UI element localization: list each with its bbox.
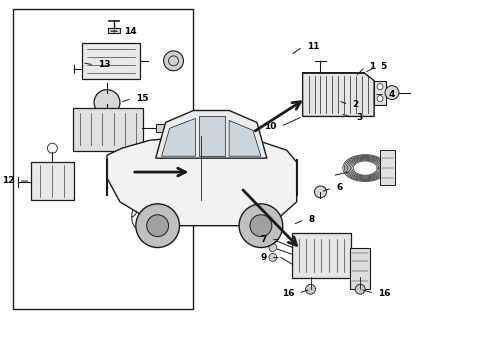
Circle shape <box>355 284 365 294</box>
Circle shape <box>385 86 399 100</box>
Circle shape <box>269 253 277 261</box>
Polygon shape <box>229 120 261 156</box>
Text: 10: 10 <box>265 122 277 131</box>
Polygon shape <box>199 116 225 156</box>
FancyBboxPatch shape <box>292 233 351 278</box>
Polygon shape <box>30 162 74 200</box>
Polygon shape <box>162 118 196 156</box>
Polygon shape <box>156 111 267 158</box>
Text: 2: 2 <box>352 100 359 109</box>
Polygon shape <box>380 150 395 185</box>
Text: 7: 7 <box>261 235 267 244</box>
Polygon shape <box>156 125 164 132</box>
FancyBboxPatch shape <box>73 108 143 151</box>
Circle shape <box>136 204 179 248</box>
Circle shape <box>377 84 383 90</box>
Text: 8: 8 <box>309 215 315 224</box>
Polygon shape <box>374 81 386 104</box>
Text: 12: 12 <box>2 176 15 185</box>
FancyBboxPatch shape <box>13 9 194 309</box>
Circle shape <box>250 215 272 237</box>
Text: 15: 15 <box>136 94 148 103</box>
Text: 9: 9 <box>261 253 267 262</box>
Circle shape <box>94 90 120 116</box>
Circle shape <box>147 215 169 237</box>
Text: 5: 5 <box>380 62 386 71</box>
Circle shape <box>239 204 283 248</box>
Text: 1: 1 <box>369 62 375 71</box>
Text: 3: 3 <box>356 113 363 122</box>
Circle shape <box>164 51 183 71</box>
Text: 11: 11 <box>307 42 319 51</box>
Polygon shape <box>107 136 296 226</box>
Polygon shape <box>303 73 374 116</box>
Polygon shape <box>82 43 140 79</box>
Circle shape <box>306 284 316 294</box>
Circle shape <box>377 96 383 102</box>
Circle shape <box>269 244 277 252</box>
Polygon shape <box>108 28 120 33</box>
Text: 16: 16 <box>378 289 391 298</box>
Circle shape <box>269 235 277 244</box>
Text: 14: 14 <box>124 27 137 36</box>
Text: 13: 13 <box>98 60 111 69</box>
Text: 16: 16 <box>282 289 294 298</box>
Circle shape <box>315 186 326 198</box>
Text: 4: 4 <box>389 90 395 99</box>
Text: 6: 6 <box>336 184 343 193</box>
Polygon shape <box>350 248 370 289</box>
